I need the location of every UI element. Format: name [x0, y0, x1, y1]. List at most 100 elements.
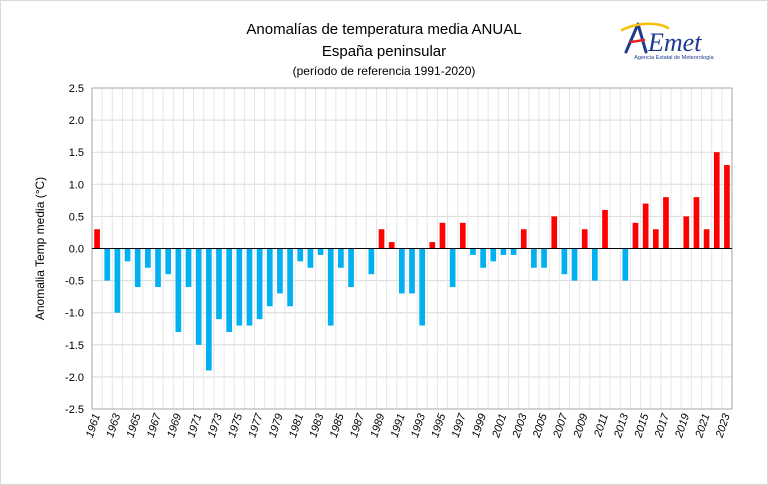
bar-2010	[592, 248, 598, 281]
bar-1997	[459, 222, 466, 249]
bar-1995	[439, 222, 446, 249]
bar-1983	[317, 248, 324, 255]
x-tick-label: 1983	[307, 411, 326, 439]
bar-2003	[520, 229, 527, 249]
y-tick-label: 1.5	[69, 147, 84, 159]
aemet-logo: Emet Agencia Estatal de Meteorología	[618, 18, 730, 68]
bar-1970	[185, 248, 192, 288]
x-tick-label: 2001	[490, 412, 509, 440]
x-tick-label: 2015	[632, 411, 652, 440]
x-tick-label: 2019	[673, 412, 692, 440]
x-tick-label: 1977	[246, 411, 265, 439]
bar-1973	[216, 248, 222, 320]
bar-2013	[622, 248, 629, 281]
x-tick-label: 1999	[470, 412, 489, 439]
bar-2022	[713, 152, 720, 249]
bar-2017	[663, 197, 669, 249]
bar-2014	[632, 222, 639, 249]
bar-1965	[134, 248, 141, 288]
bar-1992	[409, 248, 415, 294]
bar-1998	[470, 248, 476, 255]
y-tick-label: -2.0	[65, 372, 84, 384]
x-tick-label: 1979	[267, 412, 286, 439]
x-tick-label: 1993	[409, 411, 428, 439]
x-tick-label: 1975	[226, 411, 245, 439]
x-tick-label: 1971	[186, 412, 205, 439]
bar-1972	[205, 248, 212, 371]
bar-1999	[480, 248, 486, 268]
bar-1977	[256, 248, 263, 320]
bar-1981	[297, 248, 304, 262]
chart-reference-note: (período de referencia 1991-2020)	[292, 64, 476, 78]
bar-2005	[541, 248, 547, 268]
bar-2001	[500, 248, 507, 255]
bar-1975	[236, 248, 243, 326]
aemet-logo-mark: Emet	[620, 22, 702, 57]
bar-2008	[571, 248, 578, 281]
bar-1986	[348, 248, 354, 288]
x-tick-label: 1973	[206, 411, 225, 439]
x-tick-label: 1997	[450, 411, 469, 439]
x-tick-label: 1967	[145, 411, 164, 439]
x-tick-label: 2017	[653, 411, 673, 440]
bar-2019	[683, 216, 690, 249]
bar-1976	[246, 248, 253, 326]
bar-1978	[266, 248, 273, 307]
y-axis-label: Anomalia Temp media (°C)	[33, 177, 47, 320]
bar-1989	[378, 229, 385, 249]
y-tick-label: 2.5	[69, 83, 84, 95]
y-tick-label: -1.0	[65, 308, 84, 320]
y-tick-label: -2.5	[65, 404, 84, 416]
bar-2020	[693, 197, 700, 249]
y-tick-label: 0.5	[69, 211, 84, 223]
y-tick-label: -0.5	[65, 276, 84, 288]
x-tick-label: 1987	[348, 411, 367, 439]
bar-2016	[652, 229, 659, 249]
chart-title: Anomalías de temperatura media ANUAL	[246, 21, 522, 38]
bar-1974	[226, 248, 232, 332]
bar-1993	[419, 248, 426, 326]
x-tick-label: 1995	[429, 411, 448, 439]
bar-2015	[642, 203, 649, 249]
bar-1980	[287, 248, 293, 307]
bar-1990	[388, 242, 395, 249]
bar-1984	[327, 248, 334, 326]
x-tick-label: 1985	[328, 411, 347, 439]
x-tick-label: 1965	[125, 411, 144, 439]
x-tick-label: 1981	[287, 412, 306, 439]
x-tick-label: 1989	[368, 412, 387, 439]
bar-1969	[175, 248, 182, 332]
x-tick-label: 2023	[713, 411, 733, 440]
bar-1963	[114, 248, 121, 313]
bar-1996	[449, 248, 456, 288]
aemet-logo-subtext: Agencia Estatal de Meteorología	[634, 55, 714, 61]
bar-2023	[724, 165, 730, 249]
bar-2007	[561, 248, 568, 275]
bar-2006	[551, 216, 558, 249]
bar-1968	[165, 248, 172, 275]
x-tick-label: 2005	[531, 411, 551, 440]
y-tick-label: 2.0	[69, 115, 84, 127]
bar-2021	[703, 229, 710, 249]
x-tick-label: 2011	[592, 412, 611, 439]
bar-1988	[368, 248, 375, 275]
x-tick-label: 2003	[510, 411, 530, 440]
bar-1985	[338, 248, 344, 268]
y-tick-label: -1.5	[65, 340, 84, 352]
bar-2002	[510, 248, 517, 255]
bar-1967	[155, 248, 161, 288]
x-tick-label: 2009	[571, 412, 590, 440]
bar-1971	[195, 248, 202, 345]
bar-1991	[398, 248, 405, 294]
bar-1964	[124, 248, 131, 262]
bar-2000	[490, 248, 497, 262]
bar-1979	[277, 248, 283, 294]
x-tick-label: 1969	[165, 412, 184, 439]
bar-1961	[94, 229, 100, 249]
bar-2009	[581, 229, 588, 249]
bar-1982	[307, 248, 314, 268]
y-tick-label: 1.0	[69, 179, 84, 191]
x-tick-label: 1963	[104, 411, 123, 439]
svg-text:Emet: Emet	[647, 28, 702, 57]
